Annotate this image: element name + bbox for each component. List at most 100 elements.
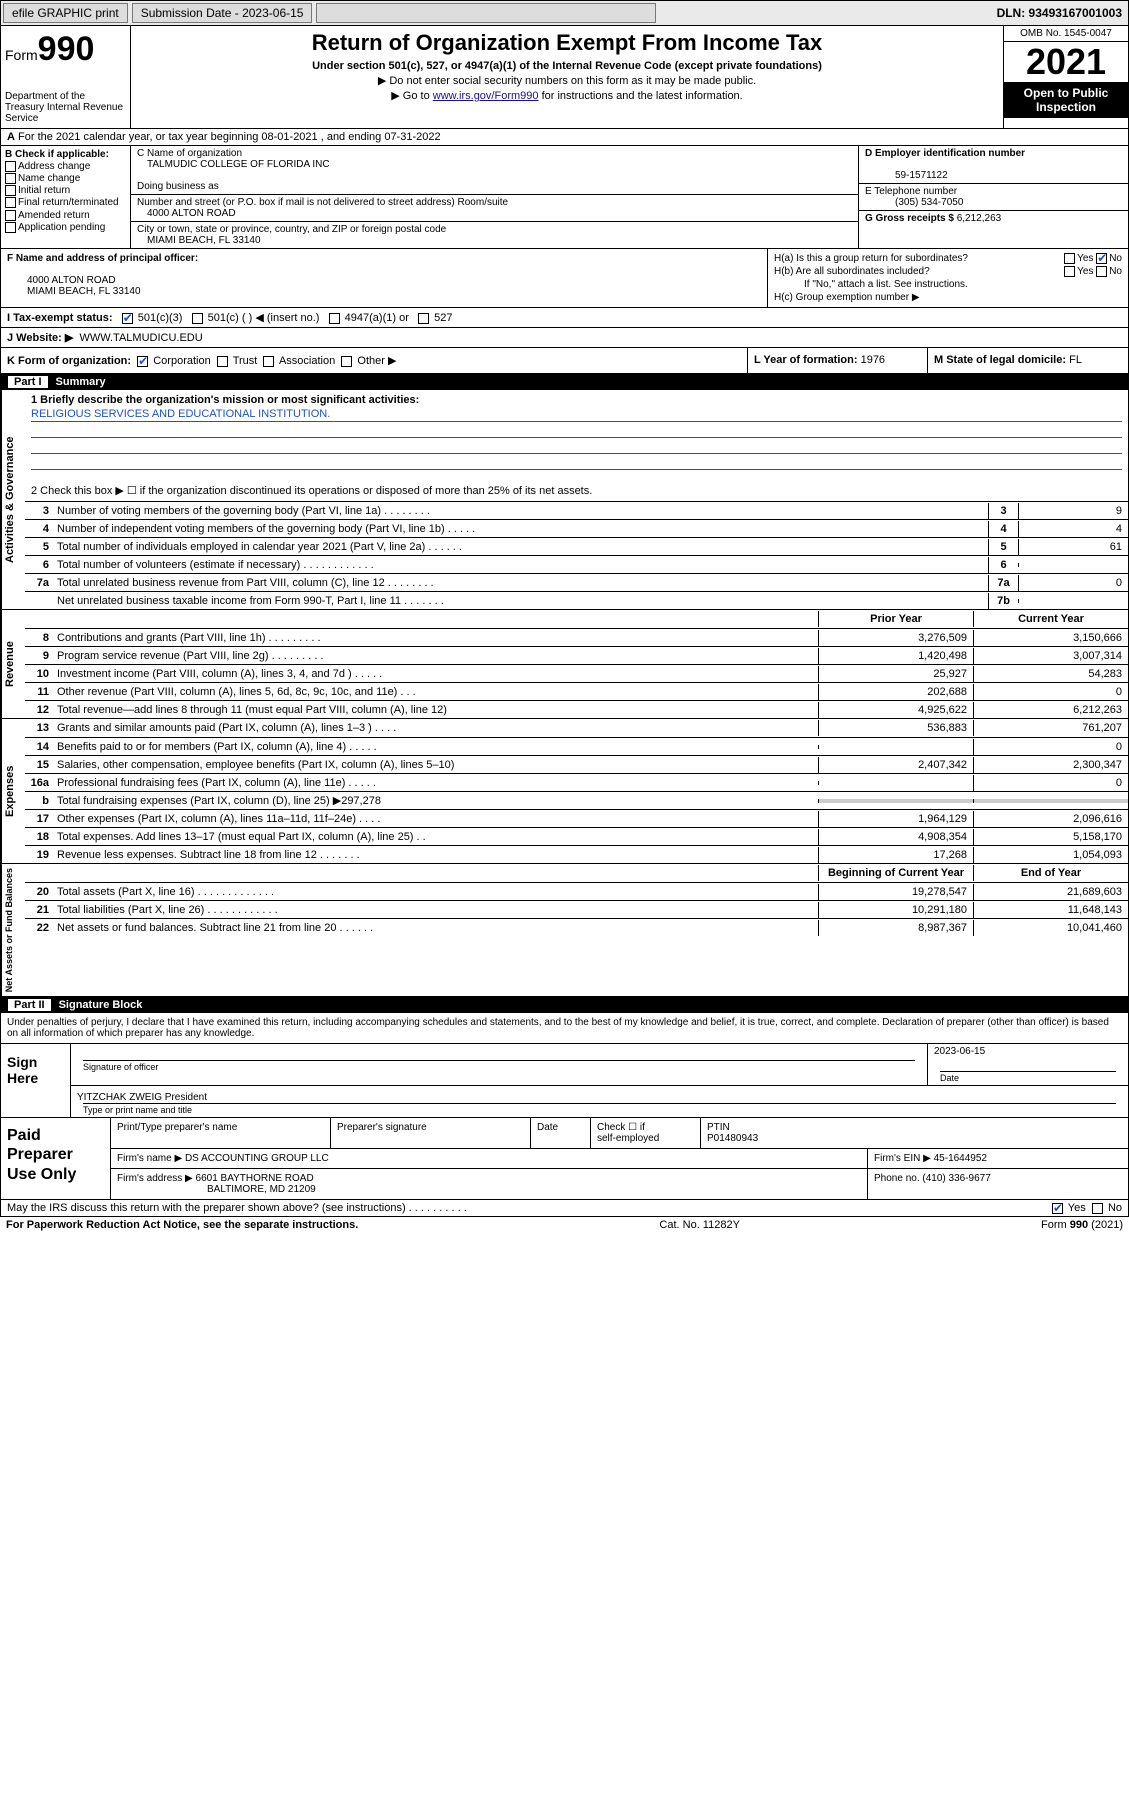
tax-year: 2021 [1004, 42, 1128, 82]
preparer-selfemp-hdr: Check ☐ ifself-employed [591, 1118, 701, 1148]
chk-final-return[interactable] [5, 197, 16, 208]
chk-ha-yes[interactable] [1064, 253, 1075, 264]
row-j-website: J Website: ▶ WWW.TALMUDICU.EDU [0, 328, 1129, 348]
chk-address-change[interactable] [5, 161, 16, 172]
omb-number: OMB No. 1545-0047 [1004, 26, 1128, 42]
form-number: Form990 [5, 30, 126, 69]
block-b-c-d: B Check if applicable: Address change Na… [0, 146, 1129, 249]
chk-trust[interactable] [217, 356, 228, 367]
gov-line-5: 5Total number of individuals employed in… [25, 537, 1128, 555]
rev-line-10: 10Investment income (Part VIII, column (… [25, 664, 1128, 682]
submission-date-button[interactable]: Submission Date - 2023-06-15 [132, 3, 313, 23]
chk-amended-return[interactable] [5, 210, 16, 221]
gross-receipts-value: 6,212,263 [957, 213, 1002, 224]
rev-line-9: 9Program service revenue (Part VIII, lin… [25, 646, 1128, 664]
block-f-h: F Name and address of principal officer:… [0, 249, 1129, 308]
chk-hb-no[interactable] [1096, 266, 1107, 277]
side-label-revenue: Revenue [1, 610, 25, 718]
row-i-tax-exempt: I Tax-exempt status: 501(c)(3) 501(c) ( … [0, 308, 1129, 328]
net-line-20: 20Total assets (Part X, line 16) . . . .… [25, 882, 1128, 900]
officer-name: YITZCHAK ZWEIG President [77, 1088, 1122, 1103]
side-label-expenses: Expenses [1, 719, 25, 863]
gross-receipts-label: G Gross receipts $ [865, 213, 954, 224]
gov-line-7b: Net unrelated business taxable income fr… [25, 591, 1128, 609]
gov-line-4: 4Number of independent voting members of… [25, 519, 1128, 537]
chk-501c[interactable] [192, 313, 203, 324]
city-label: City or town, state or province, country… [137, 224, 852, 235]
preparer-date-hdr: Date [531, 1118, 591, 1148]
state-domicile: FL [1069, 354, 1082, 366]
preparer-ptin: PTINP01480943 [701, 1118, 1128, 1148]
signature-intro: Under penalties of perjury, I declare th… [0, 1013, 1129, 1044]
exp-line-15: 15Salaries, other compensation, employee… [25, 755, 1128, 773]
rev-line-11: 11Other revenue (Part VIII, column (A), … [25, 682, 1128, 700]
section-revenue: Revenue Prior Year Current Year 8Contrib… [0, 610, 1129, 719]
ha-group-return: H(a) Is this a group return for subordin… [774, 253, 1122, 264]
line-2-checkbox: 2 Check this box ▶ ☐ if the organization… [31, 484, 1122, 497]
firm-name-row: Firm's name ▶ DS ACCOUNTING GROUP LLC [111, 1149, 868, 1168]
chk-527[interactable] [418, 313, 429, 324]
ein-label: D Employer identification number [865, 148, 1025, 159]
row-k-l-m: K Form of organization: Corporation Trus… [0, 348, 1129, 374]
gov-line-6: 6Total number of volunteers (estimate if… [25, 555, 1128, 573]
form-note-1: ▶ Do not enter social security numbers o… [139, 74, 995, 87]
paid-preparer-block: Paid Preparer Use Only Print/Type prepar… [0, 1118, 1129, 1200]
chk-association[interactable] [263, 356, 274, 367]
rev-line-12: 12Total revenue—add lines 8 through 11 (… [25, 700, 1128, 718]
chk-discuss-no[interactable] [1092, 1203, 1103, 1214]
hc-group-exemption: H(c) Group exemption number ▶ [774, 292, 1122, 303]
hdr-end-year: End of Year [973, 865, 1128, 881]
form-subtitle: Under section 501(c), 527, or 4947(a)(1)… [139, 60, 995, 72]
chk-corporation[interactable] [137, 356, 148, 367]
exp-line-17: 17Other expenses (Part IX, column (A), l… [25, 809, 1128, 827]
chk-initial-return[interactable] [5, 185, 16, 196]
sign-date-value: 2023-06-15 [934, 1046, 985, 1057]
chk-hb-yes[interactable] [1064, 266, 1075, 277]
exp-line-19: 19Revenue less expenses. Subtract line 1… [25, 845, 1128, 863]
dba-label: Doing business as [137, 181, 852, 192]
hdr-prior-year: Prior Year [818, 611, 973, 627]
preparer-sig-hdr: Preparer's signature [331, 1118, 531, 1148]
form-note-2: ▶ Go to www.irs.gov/Form990 for instruct… [139, 89, 995, 102]
chk-ha-no[interactable] [1096, 253, 1107, 264]
chk-other[interactable] [341, 356, 352, 367]
footer-paperwork: For Paperwork Reduction Act Notice, see … [6, 1219, 358, 1231]
org-name-value: TALMUDIC COLLEGE OF FLORIDA INC [137, 159, 852, 170]
hb-subordinates: H(b) Are all subordinates included? Yes … [774, 266, 1122, 277]
phone-label: E Telephone number [865, 186, 957, 197]
exp-line-18: 18Total expenses. Add lines 13–17 (must … [25, 827, 1128, 845]
firm-phone-row: Phone no. (410) 336-9677 [868, 1169, 1128, 1199]
dln-label: DLN: 93493167001003 [991, 4, 1128, 22]
year-formation: 1976 [861, 354, 885, 366]
officer-name-label: Type or print name and title [83, 1103, 1116, 1115]
part-1-header: Part ISummary [0, 374, 1129, 390]
rev-line-8: 8Contributions and grants (Part VIII, li… [25, 628, 1128, 646]
exp-line-14: 14Benefits paid to or for members (Part … [25, 737, 1128, 755]
topbar: efile GRAPHIC print Submission Date - 20… [0, 0, 1129, 26]
section-expenses: Expenses 13Grants and similar amounts pa… [0, 719, 1129, 864]
irs-link[interactable]: www.irs.gov/Form990 [433, 90, 539, 102]
firm-address-row: Firm's address ▶ 6601 BAYTHORNE ROAD BAL… [111, 1169, 868, 1199]
net-line-22: 22Net assets or fund balances. Subtract … [25, 918, 1128, 936]
col-c-org-info: C Name of organization TALMUDIC COLLEGE … [131, 146, 858, 248]
preparer-name-hdr: Print/Type preparer's name [111, 1118, 331, 1148]
net-line-21: 21Total liabilities (Part X, line 26) . … [25, 900, 1128, 918]
city-value: MIAMI BEACH, FL 33140 [137, 235, 852, 246]
chk-501c3[interactable] [122, 313, 133, 324]
chk-name-change[interactable] [5, 173, 16, 184]
mission-question: 1 Briefly describe the organization's mi… [31, 394, 1122, 406]
chk-application-pending[interactable] [5, 222, 16, 233]
footer-cat: Cat. No. 11282Y [659, 1219, 740, 1231]
form-header: Form990 Department of the Treasury Inter… [0, 26, 1129, 129]
officer-addr2: MIAMI BEACH, FL 33140 [7, 286, 141, 297]
page-footer: For Paperwork Reduction Act Notice, see … [0, 1217, 1129, 1233]
chk-4947[interactable] [329, 313, 340, 324]
row-a-tax-year: A For the 2021 calendar year, or tax yea… [0, 129, 1129, 146]
blank-button[interactable] [316, 3, 656, 23]
efile-print-button[interactable]: efile GRAPHIC print [3, 3, 128, 23]
chk-discuss-yes[interactable] [1052, 1203, 1063, 1214]
hb-note: If "No," attach a list. See instructions… [774, 279, 1122, 290]
address-label: Number and street (or P.O. box if mail i… [137, 197, 852, 208]
address-value: 4000 ALTON ROAD [137, 208, 852, 219]
ein-value: 59-1571122 [865, 170, 948, 181]
